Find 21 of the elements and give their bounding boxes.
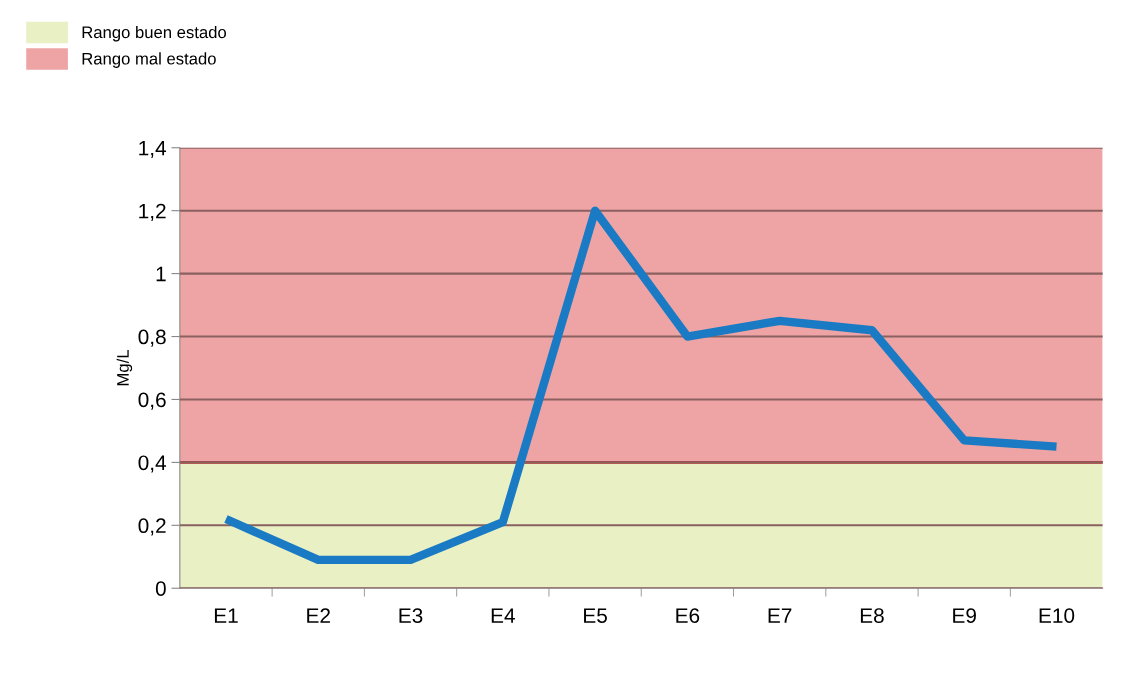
x-tick-label: E9 bbox=[953, 608, 976, 623]
x-tick-label: E1 bbox=[214, 608, 238, 623]
y-tick-label: 1,2 bbox=[139, 203, 166, 221]
x-tick-label: E10 bbox=[1039, 608, 1075, 623]
x-tick-label: E8 bbox=[860, 608, 884, 623]
y-tick-label: 0 bbox=[155, 581, 166, 596]
y-tick-label: 0,8 bbox=[138, 329, 166, 347]
y-axis-title: Mg/L bbox=[116, 350, 133, 386]
x-tick-label: E5 bbox=[584, 608, 607, 623]
y-tick-label: 1 bbox=[156, 266, 166, 282]
y-tick-label: 0,4 bbox=[138, 455, 167, 473]
x-tick-label: E2 bbox=[307, 608, 330, 623]
x-tick-label: E7 bbox=[768, 608, 792, 623]
x-tick-label: E6 bbox=[676, 608, 700, 623]
legend-label: Rango mal estado bbox=[82, 52, 216, 68]
x-tick-label: E3 bbox=[399, 608, 423, 623]
y-tick-label: 0,2 bbox=[138, 518, 166, 536]
y-tick-label: 0,6 bbox=[138, 392, 166, 410]
x-tick-label: E4 bbox=[491, 608, 515, 623]
legend-label: Rango buen estado bbox=[82, 25, 227, 42]
y-tick-label: 1,4 bbox=[139, 140, 167, 158]
